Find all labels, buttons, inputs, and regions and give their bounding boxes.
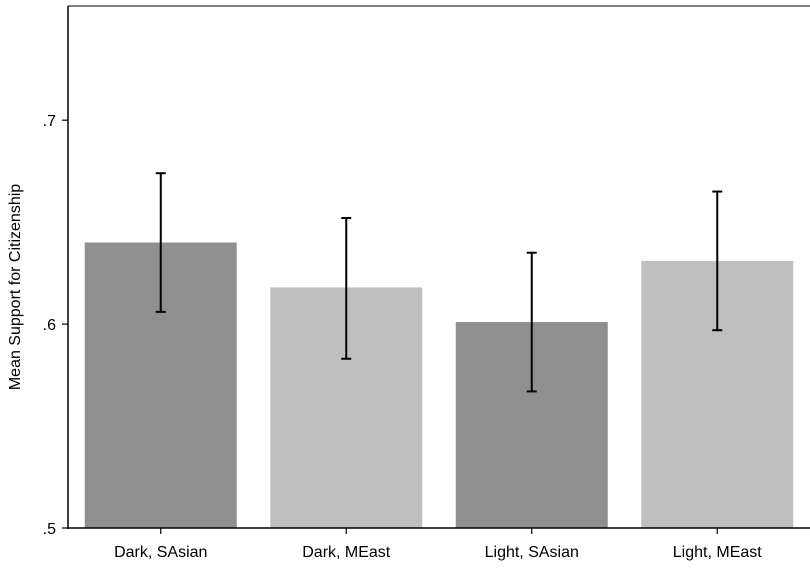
x-tick-label-4: Light, MEast <box>673 544 762 561</box>
y-tick-label-3: .7 <box>43 113 56 130</box>
y-tick-label-2: .6 <box>43 317 56 334</box>
error-bars-group <box>155 172 723 393</box>
x-tick-label-1: Dark, SAsian <box>114 544 207 561</box>
y-axis-label: Mean Support for Citizenship <box>7 184 24 390</box>
x-tick-label-2: Dark, MEast <box>302 544 391 561</box>
bars-group <box>84 242 794 528</box>
y-tick-label-1: .5 <box>43 521 56 538</box>
axes-group: Dark, SAsian Dark, MEast Light, SAsian Ligh… <box>43 5 810 561</box>
x-tick-label-3: Light, SAsian <box>485 544 579 561</box>
